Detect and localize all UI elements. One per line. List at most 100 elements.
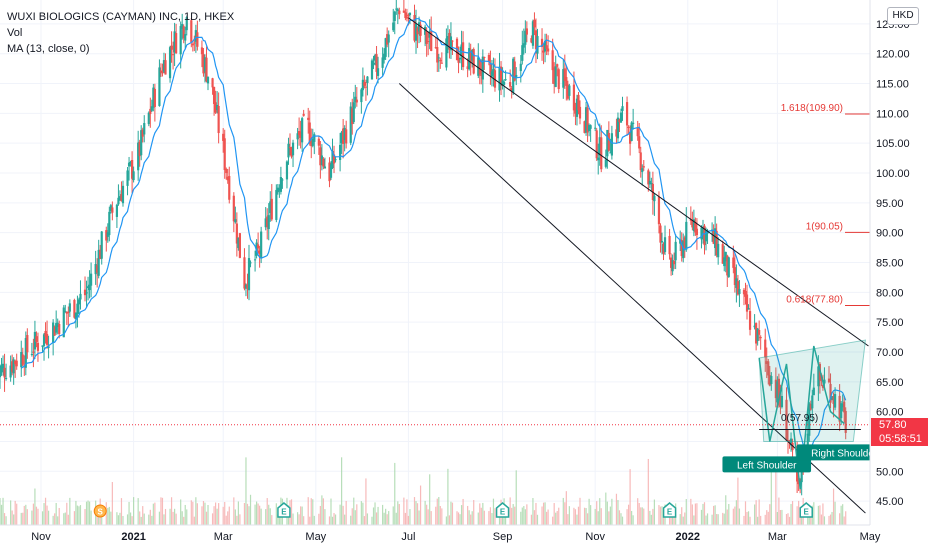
candle-body xyxy=(471,49,474,61)
volume-bar xyxy=(679,514,681,525)
candle-body xyxy=(211,78,214,88)
candle-body xyxy=(704,230,708,242)
last-price-tag: 57.80 xyxy=(871,417,928,432)
candle-body xyxy=(372,62,375,65)
volume-bar xyxy=(426,504,428,525)
candle-body xyxy=(184,34,187,41)
candle-body xyxy=(328,162,331,182)
candle-body xyxy=(472,49,475,74)
candle-body xyxy=(138,141,141,157)
candle-body xyxy=(126,170,129,186)
fib-label: 0.618(77.80) xyxy=(786,294,843,305)
volume-bar xyxy=(427,509,429,525)
volume-bar xyxy=(172,511,174,525)
candle-body xyxy=(683,237,686,250)
volume-bar xyxy=(526,504,528,525)
volume-bar xyxy=(819,505,821,525)
candle-body xyxy=(489,63,492,75)
legend-title[interactable]: WUXI BIOLOGICS (CAYMAN) INC, 1D, HKEX xyxy=(7,11,235,23)
candle-body xyxy=(829,383,832,403)
currency-badge[interactable]: HKD xyxy=(887,7,919,25)
volume-bar xyxy=(523,506,525,525)
volume-bar xyxy=(483,510,485,525)
volume-bar xyxy=(87,500,89,525)
volume-bar xyxy=(84,509,86,525)
candle-body xyxy=(20,351,23,368)
volume-bar xyxy=(723,513,725,525)
volume-bar xyxy=(164,508,167,525)
candle-body xyxy=(30,354,33,356)
candle-body xyxy=(36,342,40,351)
volume-bar xyxy=(383,512,385,525)
volume-bar xyxy=(735,500,737,525)
volume-bar xyxy=(67,514,69,525)
legend-volume[interactable]: Vol xyxy=(7,27,23,39)
volume-bar xyxy=(532,498,534,525)
volume-bar xyxy=(309,516,311,525)
countdown-tag: 05:58:51 xyxy=(871,431,928,446)
candle-body xyxy=(565,77,568,86)
volume-bar xyxy=(0,498,1,525)
candle-body xyxy=(768,375,771,386)
volume-bar xyxy=(236,515,238,525)
candle-body xyxy=(190,20,193,43)
volume-bar xyxy=(787,513,789,525)
volume-bar xyxy=(460,505,463,525)
volume-bar xyxy=(397,501,399,525)
volume-bar xyxy=(234,509,236,525)
candle-body xyxy=(636,127,639,137)
y-tick-label: 100.00 xyxy=(876,168,910,180)
volume-bar xyxy=(14,500,16,525)
x-tick-label: Nov xyxy=(585,531,605,543)
candle-body xyxy=(838,395,841,422)
candle-body xyxy=(194,30,197,42)
candle-body xyxy=(404,12,407,18)
volume-bar xyxy=(193,516,195,525)
candle-body xyxy=(600,137,603,170)
volume-bar xyxy=(154,502,156,525)
volume-bar xyxy=(215,502,217,525)
candle-body xyxy=(26,334,29,353)
volume-bar xyxy=(515,470,517,525)
candle-body xyxy=(319,147,322,166)
candle-body xyxy=(234,219,237,223)
candle-body xyxy=(4,377,8,379)
volume-bar xyxy=(366,513,369,525)
volume-bar xyxy=(556,511,558,525)
candle-body xyxy=(701,227,705,232)
candle-body xyxy=(381,57,384,68)
volume-bar xyxy=(31,510,33,525)
volume-bar xyxy=(728,503,730,525)
volume-bar xyxy=(117,515,120,525)
candle-body xyxy=(615,129,618,137)
candle-body xyxy=(181,23,184,30)
volume-bar xyxy=(300,506,302,525)
time-axis-bg xyxy=(0,525,932,550)
candle-body xyxy=(339,144,342,160)
volume-bar xyxy=(726,509,728,525)
volume-bar xyxy=(375,512,378,525)
volume-bar xyxy=(702,503,704,525)
candle-body xyxy=(141,129,144,137)
y-tick-label: 65.00 xyxy=(876,377,904,389)
marker-label: S xyxy=(98,508,104,517)
candle-body xyxy=(217,105,220,134)
volume-bar xyxy=(558,507,560,525)
volume-bar xyxy=(271,515,273,525)
candle-body xyxy=(313,134,316,142)
volume-bar xyxy=(382,504,384,525)
volume-bar xyxy=(536,514,539,525)
volume-bar xyxy=(694,503,696,525)
candle-body xyxy=(551,50,554,71)
volume-bar xyxy=(201,506,203,525)
legend-ma[interactable]: MA (13, close, 0) xyxy=(7,43,90,55)
volume-bar xyxy=(430,511,432,525)
volume-bar xyxy=(64,512,66,525)
candle-body xyxy=(32,351,35,353)
candle-body xyxy=(662,243,665,254)
candle-body xyxy=(610,133,613,156)
volume-bar xyxy=(318,513,320,525)
candle-body xyxy=(153,88,156,107)
fib-label: 1.618(109.90) xyxy=(781,103,843,114)
